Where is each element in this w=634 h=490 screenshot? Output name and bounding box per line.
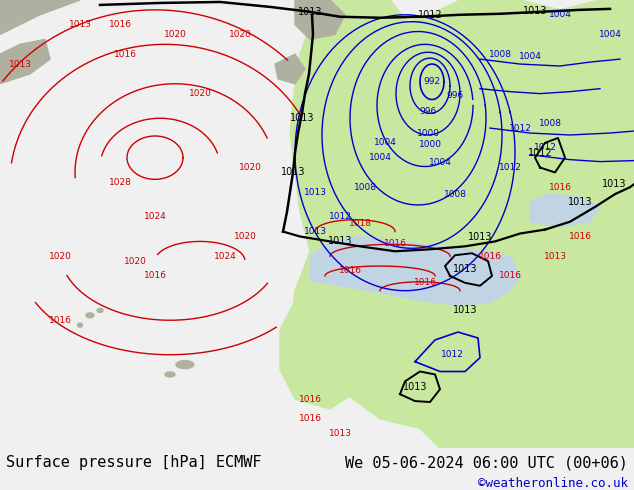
Text: 1020: 1020	[49, 252, 72, 261]
Text: 1012: 1012	[534, 143, 557, 152]
Text: 1020: 1020	[229, 30, 252, 39]
Text: 1020: 1020	[238, 163, 261, 172]
Text: 1013: 1013	[304, 227, 327, 236]
Ellipse shape	[86, 313, 94, 318]
Text: 1016: 1016	[108, 20, 131, 29]
Polygon shape	[300, 153, 380, 242]
Text: 1016: 1016	[113, 49, 136, 59]
Text: 1024: 1024	[214, 252, 236, 261]
Text: 1012: 1012	[441, 350, 463, 359]
Text: 1013: 1013	[543, 252, 567, 261]
Text: 1013: 1013	[602, 179, 626, 189]
Text: 1016: 1016	[413, 278, 436, 287]
Text: 1012: 1012	[527, 147, 552, 158]
Text: 1013: 1013	[68, 20, 91, 29]
Text: 1013: 1013	[403, 382, 427, 392]
Text: 1013: 1013	[328, 429, 351, 438]
Text: 1016: 1016	[299, 414, 321, 423]
Text: 1004: 1004	[429, 158, 451, 167]
Text: 1000: 1000	[417, 128, 439, 138]
Text: 1020: 1020	[188, 89, 211, 98]
Text: 1016: 1016	[339, 267, 361, 275]
Text: 1013: 1013	[298, 7, 322, 17]
Text: 1013: 1013	[304, 188, 327, 196]
Ellipse shape	[165, 372, 175, 377]
Ellipse shape	[97, 308, 103, 312]
Text: 1012: 1012	[498, 163, 521, 172]
Text: 1016: 1016	[48, 316, 72, 325]
Text: 1012: 1012	[418, 10, 443, 20]
Text: 996: 996	[419, 107, 437, 116]
Polygon shape	[275, 54, 305, 84]
Polygon shape	[530, 194, 600, 227]
Text: 1016: 1016	[299, 394, 321, 404]
Text: 1013: 1013	[281, 168, 305, 177]
Text: 1004: 1004	[598, 30, 621, 39]
Text: 1013: 1013	[568, 197, 592, 207]
Polygon shape	[340, 0, 420, 94]
Text: 1000: 1000	[418, 140, 441, 149]
Text: 1016: 1016	[498, 271, 522, 280]
Text: 1013: 1013	[453, 264, 477, 274]
Text: 1028: 1028	[108, 178, 131, 187]
Text: 1013: 1013	[328, 236, 353, 246]
Text: 1008: 1008	[354, 183, 377, 192]
Text: 1016: 1016	[548, 183, 571, 192]
Text: 1004: 1004	[519, 51, 541, 61]
Text: 996: 996	[446, 91, 463, 100]
Polygon shape	[280, 300, 375, 409]
Text: 1008: 1008	[538, 119, 562, 128]
Text: 1013: 1013	[468, 232, 492, 243]
Text: 1012: 1012	[508, 123, 531, 133]
Text: Surface pressure [hPa] ECMWF: Surface pressure [hPa] ECMWF	[6, 455, 262, 470]
Text: ©weatheronline.co.uk: ©weatheronline.co.uk	[477, 477, 628, 490]
Text: 1020: 1020	[164, 30, 186, 39]
Polygon shape	[0, 0, 80, 34]
Polygon shape	[310, 237, 520, 305]
Polygon shape	[295, 0, 345, 39]
Ellipse shape	[176, 361, 194, 368]
Text: 1004: 1004	[548, 10, 571, 19]
Text: 1013: 1013	[290, 113, 314, 123]
Polygon shape	[0, 39, 50, 84]
Text: 1004: 1004	[373, 138, 396, 147]
Text: 1008: 1008	[444, 190, 467, 198]
Text: 1020: 1020	[233, 232, 256, 241]
Text: 1016: 1016	[384, 239, 406, 248]
Text: 1013: 1013	[523, 6, 547, 16]
Text: 992: 992	[424, 77, 441, 86]
Text: We 05-06-2024 06:00 UTC (00+06): We 05-06-2024 06:00 UTC (00+06)	[345, 455, 628, 470]
Text: 1004: 1004	[368, 153, 391, 162]
Polygon shape	[290, 0, 634, 448]
Text: 1020: 1020	[124, 257, 146, 266]
Text: 1016: 1016	[569, 232, 592, 241]
Text: 1016: 1016	[143, 271, 167, 280]
Text: 1008: 1008	[489, 49, 512, 59]
Text: 1013: 1013	[453, 305, 477, 316]
Ellipse shape	[77, 323, 82, 327]
Text: 1013: 1013	[8, 60, 32, 69]
Text: 1016: 1016	[479, 252, 501, 261]
Text: 1024: 1024	[144, 212, 166, 221]
Text: 1018: 1018	[349, 219, 372, 228]
Text: 1012: 1012	[328, 212, 351, 221]
